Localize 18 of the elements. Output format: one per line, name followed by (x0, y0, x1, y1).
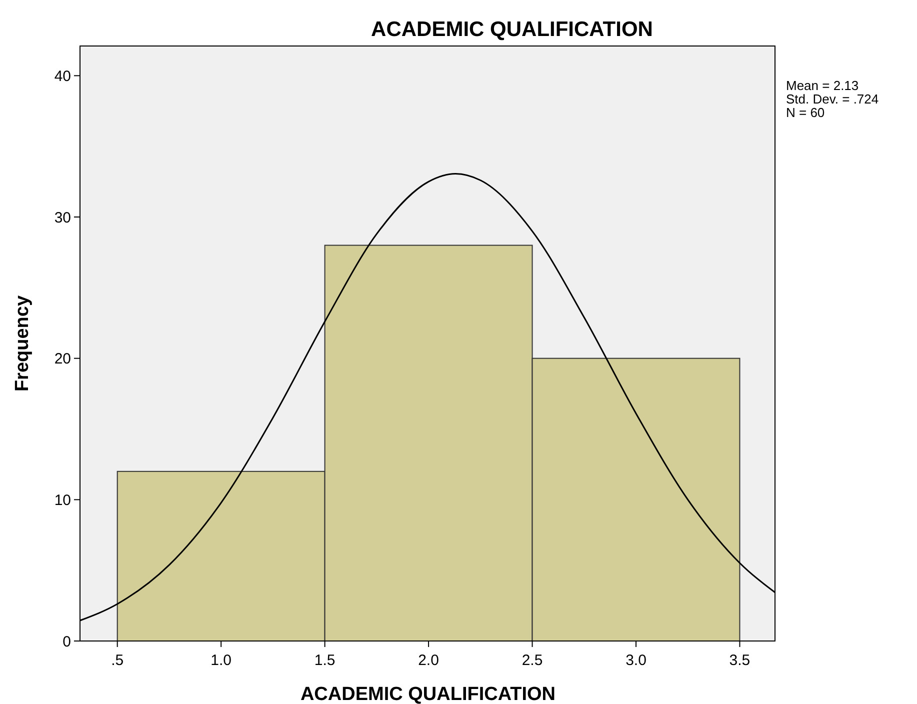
x-tick-label: 1.5 (314, 652, 336, 669)
x-tick-label: 3.0 (626, 652, 646, 669)
x-tick-label: .5 (111, 652, 124, 669)
y-tick-label: 40 (54, 68, 71, 85)
x-tick-label: 1.0 (210, 652, 232, 669)
y-tick-label: 30 (54, 209, 71, 226)
text: Mean = 2.13 (786, 78, 859, 93)
x-tick-label: 2.5 (522, 652, 543, 669)
text: Std. Dev. = .724 (786, 92, 879, 106)
x-axis-title: ACADEMIC QUALIFICATION (300, 684, 556, 704)
y-tick-label: 0 (62, 633, 71, 650)
chart-title: ACADEMIC QUALIFICATION (371, 18, 653, 41)
text: N = 60 (786, 105, 825, 120)
y-axis-title: Frequency (12, 295, 33, 392)
x-tick-label: 2.0 (418, 652, 439, 669)
x-tick-label: 3.5 (729, 652, 750, 669)
y-tick-label: 20 (54, 350, 71, 368)
y-tick-label: 10 (54, 492, 71, 509)
